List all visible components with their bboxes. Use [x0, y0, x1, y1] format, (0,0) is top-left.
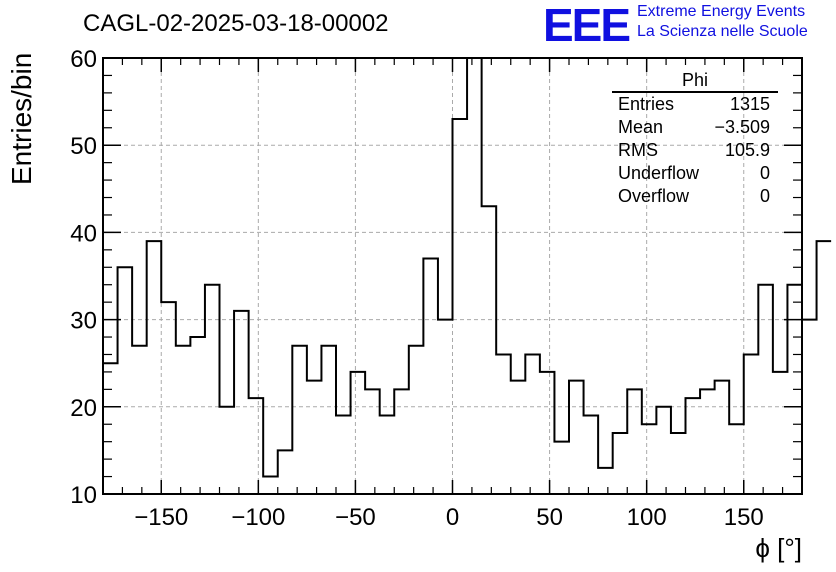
- stats-title: Phi: [612, 70, 778, 93]
- stats-label: RMS: [618, 140, 658, 160]
- stats-value: 0: [759, 186, 770, 206]
- stats-row-underflow: Underflow 0: [612, 162, 778, 185]
- histogram-line: [103, 57, 832, 478]
- y-tick-label: 60: [70, 46, 97, 73]
- x-tick-label: 100: [627, 504, 667, 531]
- stats-value: 105.9: [724, 140, 770, 160]
- tick-labels: −150 −100 −50 0 50 100 150 10 20 30 40 50 60: [70, 46, 763, 531]
- y-tick-label: 20: [70, 395, 97, 422]
- chart-title: CAGL-02-2025-03-18-00002: [83, 10, 389, 37]
- stats-box: Phi Entries 1315 Mean −3.509 RMS 105.9 U…: [612, 70, 778, 208]
- stats-row-overflow: Overflow 0: [612, 185, 778, 208]
- stats-value: −3.509: [714, 117, 770, 137]
- plot-frame: [102, 57, 803, 495]
- y-tick-label: 10: [70, 482, 97, 509]
- stats-label: Overflow: [618, 186, 690, 206]
- x-axis-label: ϕ [°]: [755, 533, 802, 563]
- x-tick-label: 0: [446, 504, 459, 531]
- logo-line-1: Extreme Energy Events: [637, 3, 806, 20]
- stats-row-entries: Entries 1315: [612, 93, 778, 116]
- stats-value: 0: [759, 163, 770, 183]
- stats-label: Mean: [618, 117, 664, 137]
- y-axis-label: Entries/bin: [6, 52, 37, 185]
- x-tick-label: −50: [335, 504, 376, 531]
- y-tick-label: 50: [70, 133, 97, 160]
- x-tick-label: −100: [231, 504, 285, 531]
- y-tick-label: 30: [70, 308, 97, 335]
- stats-value: 1315: [729, 94, 770, 114]
- x-tick-label: 50: [536, 504, 563, 531]
- x-tick-label: 150: [724, 504, 764, 531]
- stats-label: Entries: [618, 94, 675, 114]
- axis-ticks: [103, 57, 802, 495]
- stats-label: Underflow: [618, 163, 700, 183]
- x-tick-label: −150: [134, 504, 188, 531]
- y-tick-label: 40: [70, 220, 97, 247]
- stats-row-mean: Mean −3.509: [612, 116, 778, 139]
- eee-logo: EEE: [543, 0, 631, 51]
- stats-row-rms: RMS 105.9: [612, 139, 778, 162]
- logo-line-2: La Scienza nelle Scuole: [637, 23, 808, 40]
